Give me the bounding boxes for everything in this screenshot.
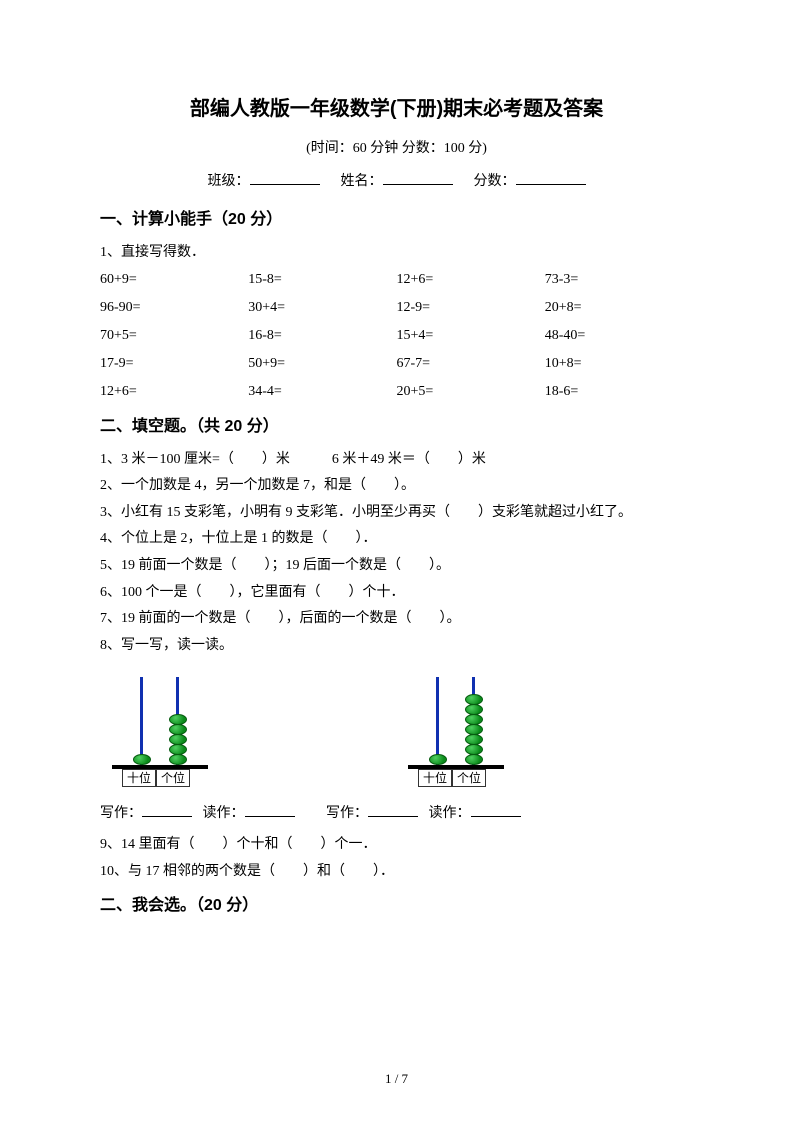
calc-grid: 60+9=15-8=12+6=73-3=96-90=30+4=12-9=20+8… (100, 266, 693, 406)
abacus-bead (465, 714, 483, 725)
abacus-bead (465, 694, 483, 705)
abacus-bead (465, 734, 483, 745)
abacus-bead (169, 744, 187, 755)
tens-label: 十位 (418, 769, 452, 787)
calc-cell: 73-3= (545, 266, 693, 294)
s2-q7: 7、19 前面的一个数是（ ），后面的一个数是（ ）。 (100, 606, 693, 633)
calc-cell: 60+9= (100, 266, 248, 294)
q1-label: 1、直接写得数． (100, 240, 693, 267)
write-blank-2[interactable] (368, 803, 418, 817)
calc-cell: 50+9= (248, 350, 396, 378)
tens-label: 十位 (122, 769, 156, 787)
calc-cell: 30+4= (248, 294, 396, 322)
name-blank[interactable] (383, 171, 453, 185)
section-3-heading: 二、我会选。（20 分） (100, 891, 693, 921)
exam-meta: (时间：60 分钟 分数：100 分) (100, 136, 693, 163)
calc-cell: 12+6= (100, 378, 248, 406)
abacus-bead (169, 714, 187, 725)
abacus-rod-tens (436, 677, 439, 765)
calc-cell: 48-40= (545, 322, 693, 350)
ones-label: 个位 (156, 769, 190, 787)
calc-cell: 16-8= (248, 322, 396, 350)
s2-q9: 9、14 里面有（ ）个十和（ ）个一． (100, 832, 693, 859)
abacus-row: 十位个位 十位个位 (112, 673, 693, 783)
calc-cell: 20+8= (545, 294, 693, 322)
abacus-labels: 十位个位 (418, 769, 486, 787)
abacus-bead (429, 754, 447, 765)
calc-cell: 15-8= (248, 266, 396, 294)
calc-cell: 70+5= (100, 322, 248, 350)
read-label: 读作： (429, 806, 471, 821)
student-info-line: 班级： 姓名： 分数： (100, 169, 693, 196)
write-label: 写作： (326, 806, 368, 821)
write-label: 写作： (100, 806, 142, 821)
s2-q5: 5、19 前面一个数是（ ）；19 后面一个数是（ ）。 (100, 553, 693, 580)
abacus-bead (133, 754, 151, 765)
calc-cell: 10+8= (545, 350, 693, 378)
abacus-left: 十位个位 (112, 673, 208, 783)
calc-cell: 18-6= (545, 378, 693, 406)
name-label: 姓名： (341, 174, 383, 189)
s2-q8: 8、写一写，读一读。 (100, 633, 693, 660)
section-2-heading: 二、填空题。（共 20 分） (100, 412, 693, 442)
abacus-bead (169, 724, 187, 735)
read-blank-1[interactable] (245, 803, 295, 817)
s2-q10: 10、与 17 相邻的两个数是（ ）和（ ）． (100, 859, 693, 886)
s2-q4: 4、个位上是 2，十位上是 1 的数是（ ）． (100, 526, 693, 553)
class-blank[interactable] (250, 171, 320, 185)
section-1-heading: 一、计算小能手（20 分） (100, 205, 693, 235)
calc-cell: 20+5= (397, 378, 545, 406)
abacus-bead (465, 724, 483, 735)
calc-cell: 67-7= (397, 350, 545, 378)
read-blank-2[interactable] (471, 803, 521, 817)
page-title: 部编人教版一年级数学(下册)期末必考题及答案 (100, 90, 693, 128)
s2-q3: 3、小红有 15 支彩笔，小明有 9 支彩笔．小明至少再买（ ）支彩笔就超过小红… (100, 500, 693, 527)
abacus-bead (465, 744, 483, 755)
abacus-rod-tens (140, 677, 143, 765)
calc-cell: 12-9= (397, 294, 545, 322)
ones-label: 个位 (452, 769, 486, 787)
calc-cell: 34-4= (248, 378, 396, 406)
abacus-bead (169, 754, 187, 765)
abacus-right: 十位个位 (408, 673, 504, 783)
write-blank-1[interactable] (142, 803, 192, 817)
score-blank[interactable] (516, 171, 586, 185)
calc-cell: 15+4= (397, 322, 545, 350)
abacus-rod-ones (472, 677, 475, 765)
write-read-row: 写作： 读作： 写作： 读作： (100, 801, 693, 828)
calc-cell: 96-90= (100, 294, 248, 322)
s2-q6: 6、100 个一是（ ），它里面有（ ）个十． (100, 580, 693, 607)
score-label: 分数： (474, 174, 516, 189)
page-footer: 1 / 7 (0, 1067, 793, 1092)
abacus-bead (465, 704, 483, 715)
abacus-labels: 十位个位 (122, 769, 190, 787)
abacus-bead (169, 734, 187, 745)
class-label: 班级： (208, 174, 250, 189)
abacus-bead (465, 754, 483, 765)
s2-q2: 2、一个加数是 4，另一个加数是 7，和是（ ）。 (100, 473, 693, 500)
abacus-rod-ones (176, 677, 179, 765)
calc-cell: 12+6= (397, 266, 545, 294)
read-label: 读作： (203, 806, 245, 821)
calc-cell: 17-9= (100, 350, 248, 378)
s2-q1: 1、3 米－100 厘米=（ ）米 6 米＋49 米＝（ ）米 (100, 447, 693, 474)
